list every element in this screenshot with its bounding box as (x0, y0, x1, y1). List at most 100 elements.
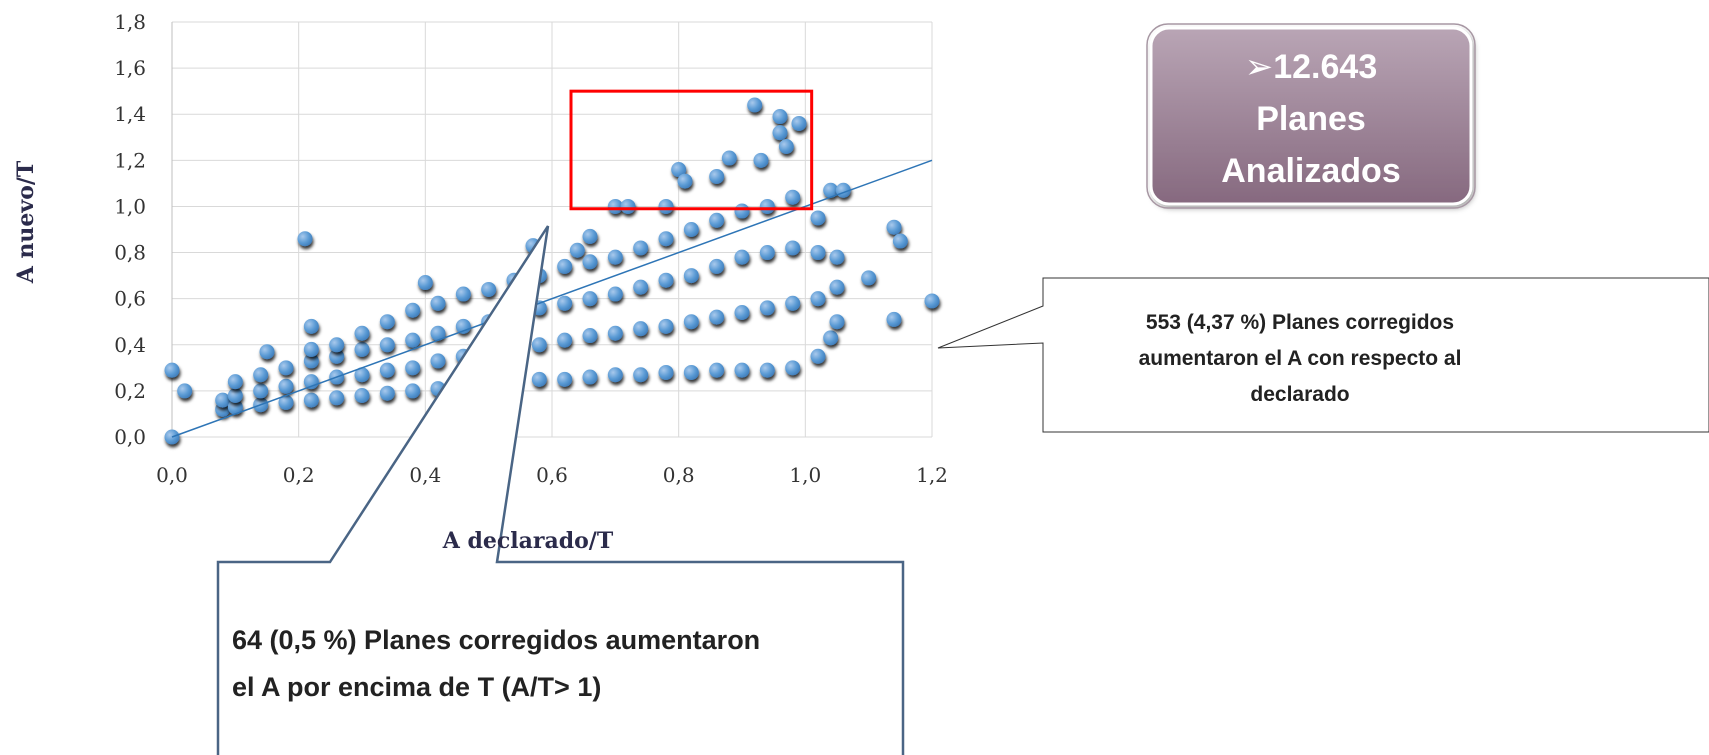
callout-box (216, 225, 905, 755)
point (557, 295, 573, 311)
point (430, 325, 446, 341)
y-tick-label: 0,0 (114, 425, 146, 449)
x-tick-label: 0,4 (409, 463, 441, 487)
summary-text: ➢12.643 (1245, 48, 1377, 86)
point (531, 371, 547, 387)
point (227, 399, 243, 415)
y-tick-label: 1,0 (114, 194, 146, 218)
point (430, 353, 446, 369)
point (658, 198, 674, 214)
point (709, 362, 725, 378)
point (557, 332, 573, 348)
point (607, 286, 623, 302)
point (785, 189, 801, 205)
x-tick-label: 0,8 (663, 463, 695, 487)
point (253, 367, 269, 383)
point (607, 249, 623, 265)
x-axis-label: A declarado/T (442, 528, 614, 554)
point (329, 348, 345, 364)
point (303, 341, 319, 357)
point (772, 109, 788, 125)
point (278, 360, 294, 376)
point (924, 293, 940, 309)
point (227, 388, 243, 403)
point (785, 295, 801, 311)
trendline (171, 159, 933, 438)
point (658, 318, 674, 334)
callout-text: 64 (0,5 %) Planes corregidos aumentaron (232, 625, 760, 655)
point (772, 125, 788, 141)
point (582, 291, 598, 307)
point (278, 394, 294, 410)
point (823, 182, 839, 198)
point (329, 337, 345, 353)
point (861, 270, 877, 286)
point (633, 279, 649, 295)
y-tick-label: 1,2 (114, 148, 146, 172)
point (633, 367, 649, 383)
y-tick-label: 0,8 (114, 241, 146, 265)
point (829, 279, 845, 295)
point (607, 325, 623, 341)
point (215, 392, 231, 408)
point (379, 337, 395, 353)
x-tick-label: 0,2 (283, 463, 315, 487)
point (379, 314, 395, 330)
point (582, 369, 598, 385)
point (557, 371, 573, 387)
point (531, 337, 547, 353)
point (810, 291, 826, 307)
point (633, 321, 649, 337)
point (303, 318, 319, 334)
highlight-box (569, 89, 814, 211)
point (405, 332, 421, 348)
x-tick-label: 1,2 (916, 463, 948, 487)
point (677, 173, 693, 189)
point (303, 353, 319, 369)
point (303, 392, 319, 408)
point (278, 378, 294, 394)
point (177, 383, 193, 399)
point (329, 390, 345, 406)
point (354, 388, 370, 403)
point (709, 168, 725, 184)
overlay: ➢12.643 Planes Analizados 553 (4,37 %) Plan… (171, 23, 1709, 755)
point (892, 233, 908, 249)
point (430, 295, 446, 311)
point (227, 374, 243, 390)
point (829, 314, 845, 330)
point (481, 281, 497, 297)
point (658, 364, 674, 380)
point (823, 330, 839, 346)
point (671, 162, 687, 178)
summary-box (1149, 26, 1473, 206)
y-tick-label: 0,4 (114, 333, 146, 357)
point (886, 219, 902, 235)
point (620, 198, 636, 214)
point (164, 362, 180, 378)
point (633, 240, 649, 256)
point (455, 286, 471, 302)
point (810, 210, 826, 226)
point (734, 305, 750, 320)
point (791, 115, 807, 131)
point (709, 212, 725, 228)
point (582, 254, 598, 270)
point (405, 383, 421, 399)
callout-text: aumentaron el A con respecto al (1139, 347, 1462, 370)
point (658, 272, 674, 288)
point (582, 228, 598, 244)
point (253, 383, 269, 399)
y-tick-label: 0,2 (114, 379, 146, 403)
point (569, 242, 585, 258)
point (417, 275, 433, 291)
point (354, 367, 370, 383)
point (778, 139, 794, 154)
point (354, 341, 370, 357)
point (354, 325, 370, 341)
point (658, 231, 674, 247)
x-tick-label: 0,0 (156, 463, 188, 487)
y-axis-label: A nuevo/T (13, 160, 39, 284)
